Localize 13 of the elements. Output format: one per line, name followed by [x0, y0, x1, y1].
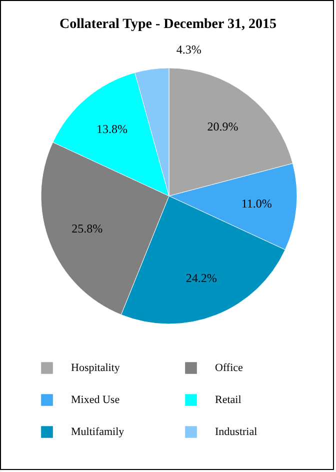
data-label: 20.9%	[207, 119, 238, 134]
data-label: 4.3%	[176, 42, 202, 56]
data-label: 25.8%	[72, 221, 103, 236]
data-label: 11.0%	[241, 196, 272, 211]
data-label: 24.2%	[186, 270, 217, 285]
legend-label: Multifamily	[71, 426, 125, 438]
data-label: 13.8%	[96, 122, 128, 136]
chart-title: Collateral Type - December 31, 2015	[60, 17, 276, 32]
legend-label: Mixed Use	[71, 394, 120, 406]
legend-label: Hospitality	[71, 362, 120, 374]
legend-label: Retail	[215, 394, 242, 406]
legend-label: Office	[215, 362, 244, 374]
legend-label: Industrial	[215, 426, 258, 438]
